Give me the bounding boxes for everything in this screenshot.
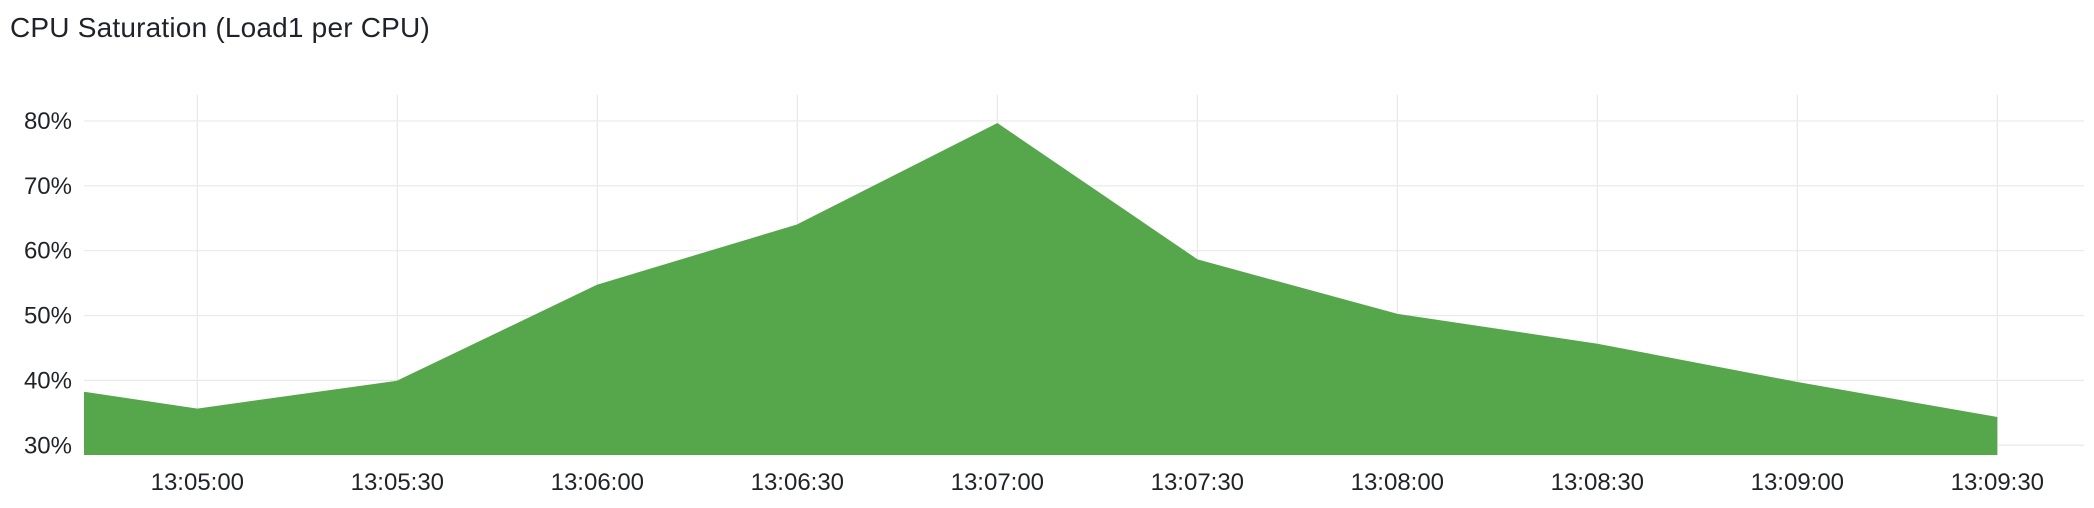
y-tick-label: 80% bbox=[24, 108, 72, 135]
y-tick-label: 30% bbox=[24, 432, 72, 459]
x-tick-label: 13:09:00 bbox=[1751, 469, 1844, 496]
x-tick-label: 13:05:00 bbox=[151, 469, 244, 496]
x-tick-label: 13:06:30 bbox=[751, 469, 844, 496]
x-tick-label: 13:08:30 bbox=[1551, 469, 1644, 496]
y-tick-label: 60% bbox=[24, 238, 72, 265]
x-tick-label: 13:08:00 bbox=[1351, 469, 1444, 496]
chart-title: CPU Saturation (Load1 per CPU) bbox=[10, 12, 430, 43]
y-tick-label: 70% bbox=[24, 173, 72, 200]
x-tick-label: 13:05:30 bbox=[351, 469, 444, 496]
y-tick-label: 50% bbox=[24, 303, 72, 330]
x-tick-label: 13:09:30 bbox=[1951, 469, 2044, 496]
x-tick-label: 13:07:30 bbox=[1151, 469, 1244, 496]
y-tick-label: 40% bbox=[24, 367, 72, 394]
x-tick-label: 13:06:00 bbox=[551, 469, 644, 496]
x-tick-label: 13:07:00 bbox=[951, 469, 1044, 496]
series-area bbox=[84, 124, 1998, 455]
